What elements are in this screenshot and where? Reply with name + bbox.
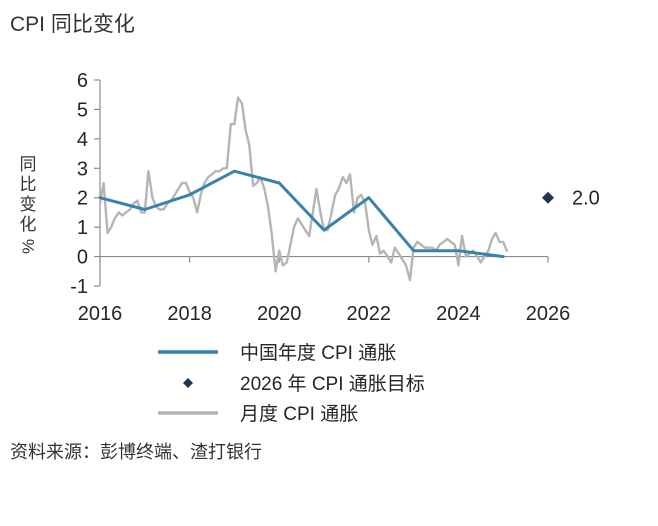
legend-swatch-diamond — [183, 378, 193, 388]
legend-item-label: 2026 年 CPI 通胀目标 — [240, 373, 425, 395]
y-tick-label: 2 — [77, 188, 88, 210]
source-note: 资料来源：彭博终端、渣打银行 — [10, 442, 262, 462]
x-tick-label: 2022 — [347, 303, 392, 325]
legend-item-label: 中国年度 CPI 通胀 — [240, 342, 396, 364]
target-2026-marker — [542, 191, 554, 204]
x-tick-label: 2018 — [167, 303, 212, 325]
y-tick-label: 4 — [77, 129, 88, 151]
y-axis-label: 同比变化 — [20, 155, 37, 234]
chart-title: CPI 同比变化 — [10, 13, 135, 36]
y-tick-label: 1 — [77, 217, 88, 239]
series-monthly-cpi-line — [98, 96, 508, 282]
y-tick-label: 0 — [77, 247, 88, 269]
x-tick-label: 2016 — [78, 303, 123, 325]
y-tick-label: 3 — [77, 158, 88, 180]
y-axis-label-percent: % — [19, 239, 38, 254]
legend-item-label: 月度 CPI 通胀 — [240, 403, 358, 425]
y-tick-label: 6 — [77, 70, 88, 92]
y-tick-label: -1 — [70, 276, 88, 298]
y-tick-label: 5 — [77, 99, 88, 121]
series-annual-cpi-line — [98, 169, 505, 259]
target-2026-value-label: 2.0 — [572, 188, 600, 210]
plot-area: 2.0 — [98, 96, 600, 282]
axes: -1 0 1 2 3 4 5 6 2016 2018 2020 2022 2024 2026 — [70, 70, 570, 325]
x-tick-label: 2026 — [526, 303, 571, 325]
x-tick-label: 2024 — [436, 303, 481, 325]
x-tick-label: 2020 — [257, 303, 302, 325]
